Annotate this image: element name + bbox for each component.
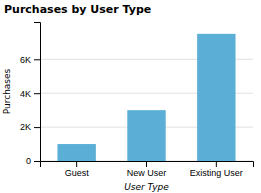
y-axis: 0 2K 4K 6K <box>20 23 41 167</box>
y-tick-mark <box>34 127 40 128</box>
bar <box>197 34 235 161</box>
y-tick: 4K <box>20 89 40 99</box>
bars <box>57 34 235 161</box>
x-axis: Guest New User Existing User <box>41 161 254 178</box>
x-tick-label: Guest <box>65 168 90 178</box>
y-tick: 6K <box>20 55 40 65</box>
x-tick-label: Existing User <box>190 168 243 178</box>
title: Purchases by User Type <box>4 3 151 16</box>
y-tick-label: 6K <box>20 55 31 65</box>
x-tick-mark <box>216 161 217 167</box>
y-axis-title: Purchases <box>2 68 12 114</box>
x-tick-mark <box>76 161 77 167</box>
chart: 0 2K 4K 6K Guest New User Existing User Purchas… <box>0 0 261 193</box>
plot: 0 2K 4K 6K Guest New User Existing User <box>20 23 254 179</box>
y-tick-label: 4K <box>20 89 31 99</box>
y-tick-mark <box>34 161 40 162</box>
x-tick: Existing User <box>190 161 243 178</box>
y-tick: 2K <box>20 122 40 132</box>
y-tick-mark <box>34 59 40 60</box>
y-tick-label: 2K <box>20 122 31 132</box>
y-tick: 0 <box>26 156 40 166</box>
bar <box>57 144 95 161</box>
bar <box>127 110 165 161</box>
x-axis-line <box>41 162 254 168</box>
x-tick-mark <box>146 161 147 167</box>
x-axis-title: User Type <box>124 182 169 192</box>
y-axis-line <box>34 23 41 162</box>
y-tick-label: 0 <box>26 156 31 166</box>
x-tick-label: New User <box>127 168 167 178</box>
x-tick: New User <box>127 161 167 178</box>
x-tick: Guest <box>65 161 90 178</box>
y-tick-mark <box>34 93 40 94</box>
